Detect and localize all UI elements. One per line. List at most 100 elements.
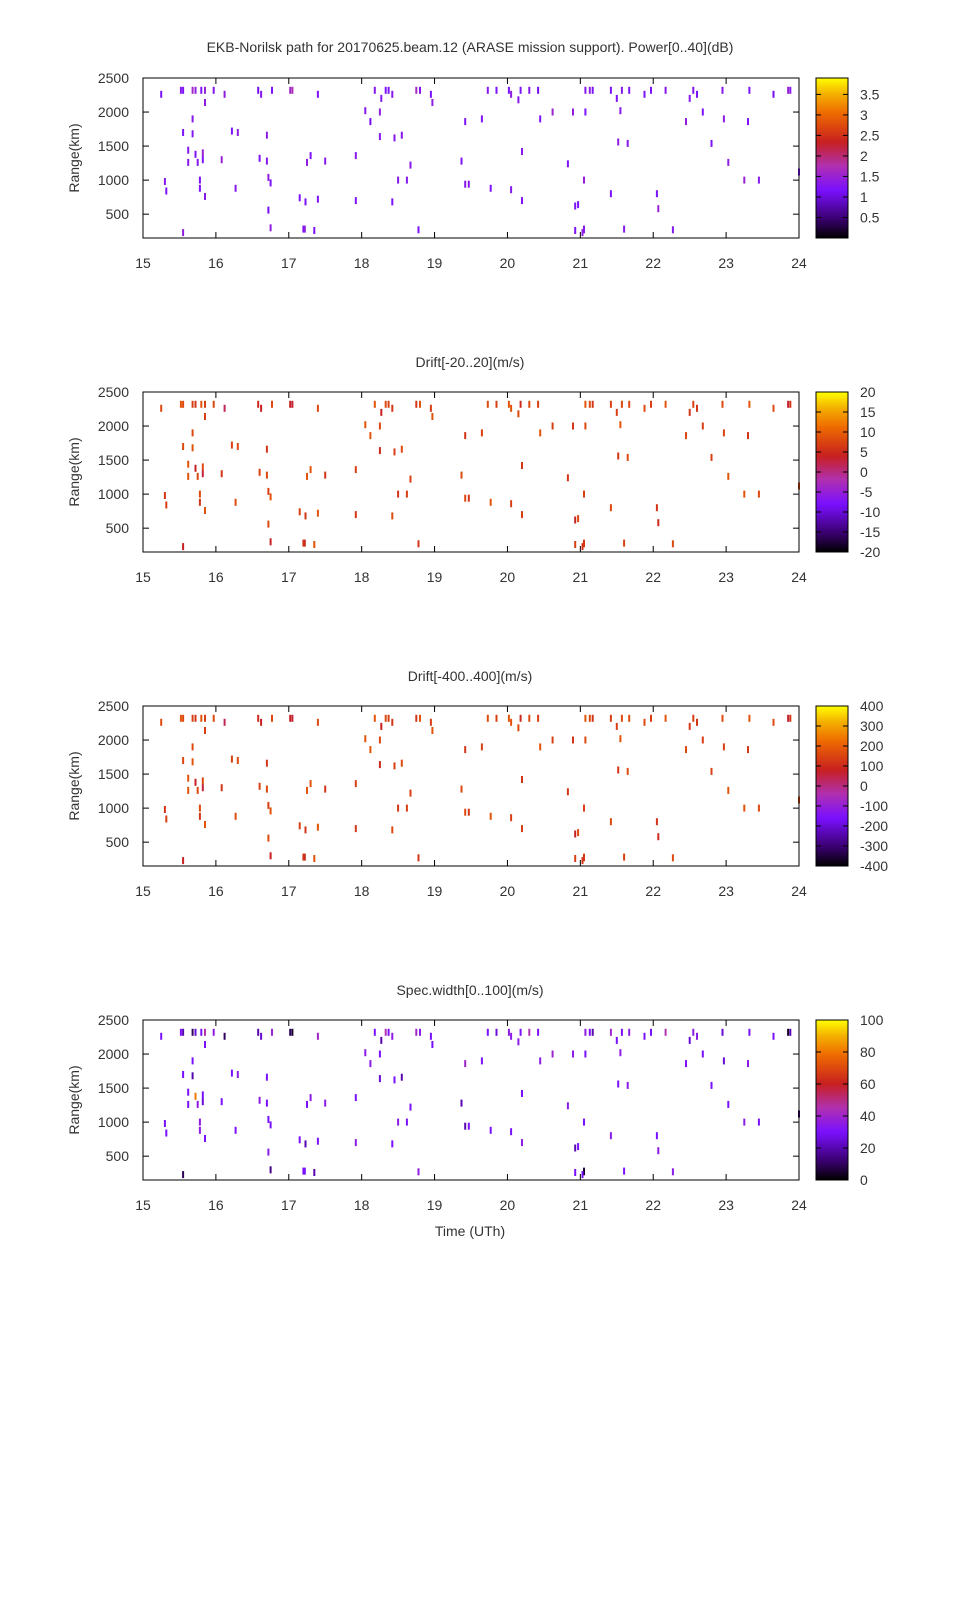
- echo-cell: [201, 156, 204, 164]
- echo-cell: [572, 108, 574, 116]
- echo-cell: [198, 490, 201, 498]
- echo-cell: [588, 400, 591, 408]
- echo-cell: [204, 821, 206, 828]
- echo-cell: [581, 1171, 584, 1179]
- echo-cell: [378, 761, 381, 769]
- echo-cell: [313, 855, 316, 862]
- echo-cell: [655, 190, 658, 198]
- echo-cell: [220, 470, 223, 478]
- echo-cell: [194, 1028, 197, 1036]
- echo-cell: [748, 400, 751, 408]
- colorbar-tick-label: 80: [860, 1044, 876, 1060]
- echo-cell: [201, 1098, 204, 1106]
- colorbar: [815, 705, 849, 867]
- echo-cell: [583, 854, 585, 862]
- drift-400-panel: Drift[-400..400](m/s) Range(km) 15 16 17 18…: [66, 668, 888, 899]
- x-tick-label: 16: [208, 1197, 224, 1213]
- echo-cell: [191, 743, 194, 751]
- echo-cell: [609, 1132, 612, 1140]
- echo-cell: [789, 400, 792, 408]
- echo-cell: [623, 1167, 626, 1175]
- echo-cell: [417, 1168, 420, 1176]
- echo-cell: [194, 400, 197, 408]
- echo-cell: [298, 822, 301, 830]
- echo-cell: [198, 176, 201, 184]
- echo-cell: [380, 408, 383, 416]
- echo-cell: [182, 86, 185, 94]
- echo-cell: [577, 515, 580, 523]
- echo-cell: [201, 1091, 204, 1099]
- echo-cell: [517, 1038, 520, 1046]
- echo-cell: [230, 755, 233, 763]
- echo-cell: [688, 722, 691, 730]
- echo-cell: [393, 1076, 396, 1084]
- plot-frame: [142, 77, 800, 239]
- y-tick-label: 1000: [98, 800, 129, 816]
- x-tick-label: 20: [500, 569, 516, 585]
- echo-cell: [182, 1171, 185, 1179]
- echo-cell: [194, 150, 197, 158]
- echo-cell: [574, 855, 577, 862]
- colorbar-tick-label: 40: [860, 1108, 876, 1124]
- echo-cell: [539, 743, 542, 751]
- colorbar-tick-label: -20: [860, 544, 880, 560]
- echo-cell: [267, 801, 270, 809]
- echo-cell: [537, 86, 540, 94]
- echo-cell: [267, 834, 270, 842]
- echo-cell: [179, 714, 182, 722]
- echo-cell: [179, 1028, 182, 1036]
- echo-cell: [204, 413, 206, 420]
- echo-cell: [393, 448, 396, 456]
- x-ticks: 15 16 17 18 19 20 21 22 23 24: [135, 392, 807, 585]
- echo-cell: [757, 490, 760, 498]
- y-tick-label: 2000: [98, 418, 129, 434]
- echo-cell: [551, 108, 554, 116]
- echo-cell: [581, 229, 584, 237]
- echo-cell: [743, 176, 746, 184]
- echo-cell: [267, 1148, 270, 1156]
- echo-cell: [609, 714, 612, 722]
- echo-cell: [650, 1028, 652, 1036]
- echo-cell: [655, 818, 658, 826]
- echo-cell: [194, 1092, 197, 1100]
- y-tick-label: 2000: [98, 732, 129, 748]
- echo-cell: [269, 179, 272, 187]
- echo-cell: [583, 1118, 585, 1126]
- echo-cell: [419, 86, 421, 94]
- echo-cell: [588, 1028, 591, 1036]
- spec-width-panel: Spec.width[0..100](m/s) Range(km) 15 16 17…: [66, 982, 884, 1239]
- echo-cell: [566, 160, 569, 168]
- y-tick-label: 500: [106, 1148, 130, 1164]
- echo-cell: [619, 735, 622, 743]
- echo-cell: [521, 462, 523, 469]
- echo-cell: [191, 1028, 194, 1036]
- echo-cell: [306, 472, 308, 480]
- echo-cell: [204, 193, 206, 200]
- y-tick-label: 1500: [98, 766, 129, 782]
- echo-cell: [212, 400, 215, 408]
- echo-cell: [200, 400, 203, 408]
- echo-cell: [182, 857, 185, 865]
- echo-cell: [298, 1136, 301, 1144]
- echo-cell: [517, 96, 520, 104]
- echo-cell: [265, 785, 268, 793]
- echo-cell: [574, 516, 577, 524]
- echo-cell: [304, 512, 307, 520]
- echo-cell: [688, 94, 691, 102]
- echo-cell: [574, 830, 577, 838]
- echo-cell: [313, 1169, 316, 1176]
- echo-cell: [517, 410, 520, 418]
- echo-cell: [163, 1120, 166, 1127]
- echo-cell: [521, 148, 523, 155]
- colorbar-tick-label: 0: [860, 464, 868, 480]
- echo-cell: [489, 184, 492, 192]
- echo-cell: [316, 1137, 319, 1145]
- y-axis-label: Range(km): [66, 751, 82, 820]
- echo-cell: [701, 422, 704, 430]
- echo-cell: [480, 429, 483, 437]
- echo-cell: [234, 812, 237, 820]
- x-tick-label: 23: [718, 883, 734, 899]
- echo-cell: [628, 86, 631, 94]
- echo-cell: [628, 400, 631, 408]
- echo-cell: [306, 786, 308, 794]
